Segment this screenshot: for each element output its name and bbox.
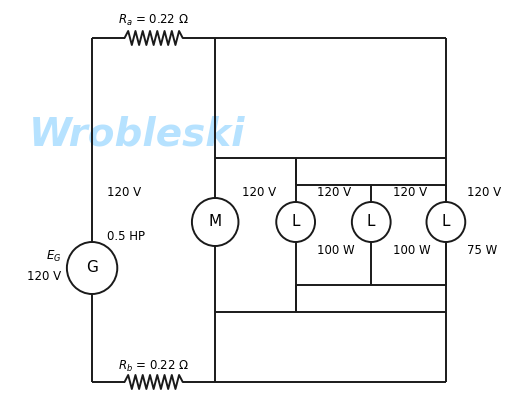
- Text: Wrobleski: Wrobleski: [29, 116, 245, 154]
- Text: 75 W: 75 W: [466, 244, 496, 257]
- Text: 100 W: 100 W: [392, 244, 429, 257]
- Text: G: G: [86, 260, 98, 275]
- Text: L: L: [291, 214, 299, 229]
- Text: 120 V: 120 V: [27, 270, 61, 283]
- Circle shape: [276, 202, 315, 242]
- Text: 120 V: 120 V: [466, 186, 500, 199]
- Text: 120 V: 120 V: [316, 186, 350, 199]
- Text: 100 W: 100 W: [316, 244, 354, 257]
- Circle shape: [67, 242, 117, 294]
- Text: $R_a$ = 0.22 Ω: $R_a$ = 0.22 Ω: [118, 13, 189, 28]
- Text: $R_b$ = 0.22 Ω: $R_b$ = 0.22 Ω: [118, 359, 189, 374]
- Text: 0.5 HP: 0.5 HP: [107, 230, 144, 244]
- Text: 120 V: 120 V: [242, 186, 276, 199]
- Text: 120 V: 120 V: [107, 186, 140, 199]
- Text: M: M: [208, 214, 221, 229]
- Text: $E_G$: $E_G$: [45, 248, 61, 264]
- Circle shape: [426, 202, 465, 242]
- Circle shape: [351, 202, 390, 242]
- Text: L: L: [441, 214, 449, 229]
- Text: L: L: [366, 214, 375, 229]
- Circle shape: [191, 198, 238, 246]
- Text: 120 V: 120 V: [392, 186, 426, 199]
